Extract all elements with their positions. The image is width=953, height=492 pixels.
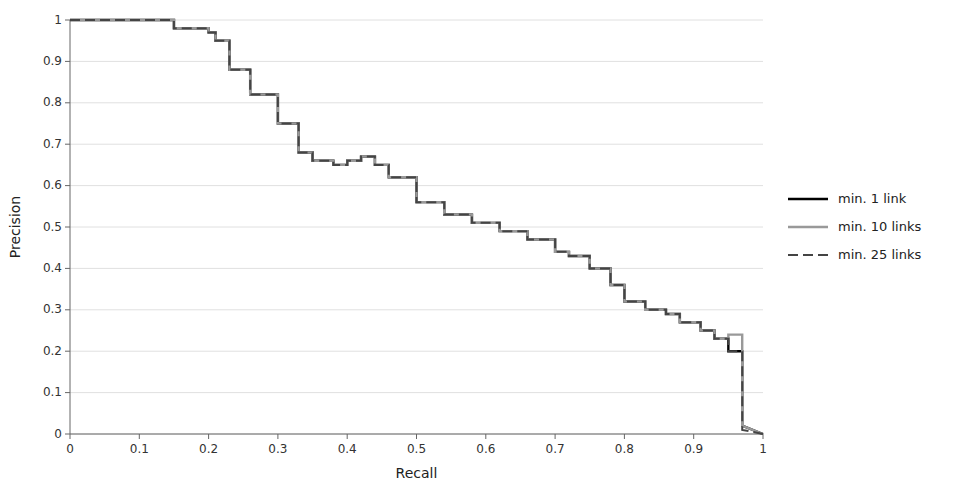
grid-line (70, 144, 763, 145)
series-line (70, 20, 763, 434)
grid-line (70, 392, 763, 393)
tick-mark (65, 309, 70, 310)
legend-label: min. 25 links (838, 247, 921, 262)
tick-label: 0 (66, 442, 74, 456)
grid-line (70, 61, 763, 62)
chart: 00.10.20.30.40.50.60.70.80.9100.10.20.30… (0, 0, 953, 492)
tick-label: 0.2 (43, 344, 62, 358)
tick-mark (65, 351, 70, 352)
tick-label: 0 (54, 427, 62, 441)
x-axis-line (70, 434, 763, 435)
legend: min. 1 link min. 10 links min. 25 links (788, 191, 921, 262)
tick-label: 0.2 (199, 442, 218, 456)
plot-area (70, 20, 763, 434)
tick-label: 0.7 (43, 137, 62, 151)
series-line (70, 20, 763, 434)
grid-line (70, 268, 763, 269)
tick-mark (347, 434, 348, 439)
tick-label: 0.4 (338, 442, 357, 456)
tick-label: 1 (54, 13, 62, 27)
legend-swatch (788, 198, 828, 200)
x-axis-title: Recall (396, 465, 438, 481)
tick-label: 0.9 (684, 442, 703, 456)
tick-label: 0.8 (43, 95, 62, 109)
x-axis: 0 0.1 0.2 0.3 0.4 0.5 0.6 0.7 0.8 0.9 1 (66, 434, 767, 456)
tick-label: 0.1 (130, 442, 149, 456)
tick-mark (416, 434, 417, 439)
tick-mark (65, 392, 70, 393)
tick-mark (555, 434, 556, 439)
tick-label: 0.1 (43, 385, 62, 399)
legend-label: min. 10 links (838, 219, 921, 234)
y-axis-title: Precision (7, 196, 23, 258)
tick-label: 0.9 (43, 54, 62, 68)
series-line (70, 20, 763, 434)
tick-mark (65, 102, 70, 103)
tick-mark (624, 434, 625, 439)
tick-mark (485, 434, 486, 439)
tick-mark (70, 434, 71, 439)
y-axis: 0 0.1 0.2 0.3 0.4 0.5 0.6 0.7 0.8 0.9 1 (43, 13, 763, 441)
legend-swatch (788, 226, 828, 228)
tick-mark (65, 20, 70, 21)
tick-mark (65, 61, 70, 62)
grid-line (70, 434, 763, 435)
tick-label: 0.3 (268, 442, 287, 456)
tick-mark (65, 227, 70, 228)
legend-swatch (788, 254, 828, 256)
tick-label: 0.6 (43, 178, 62, 192)
tick-label: 0.4 (43, 261, 62, 275)
tick-mark (277, 434, 278, 439)
tick-label: 0.8 (615, 442, 634, 456)
legend-label: min. 1 link (838, 191, 907, 206)
tick-mark (139, 434, 140, 439)
tick-mark (693, 434, 694, 439)
tick-label: 0.3 (43, 302, 62, 316)
tick-mark (65, 185, 70, 186)
tick-mark (65, 144, 70, 145)
tick-label: 0.5 (407, 442, 426, 456)
y-axis-line (70, 20, 71, 434)
tick-label: 0.6 (476, 442, 495, 456)
tick-label: 0.7 (546, 442, 565, 456)
tick-mark (65, 268, 70, 269)
tick-label: 1 (759, 442, 767, 456)
grid-line (70, 102, 763, 103)
tick-label: 0.5 (43, 220, 62, 234)
tick-mark (208, 434, 209, 439)
grid-line (70, 227, 763, 228)
grid-line (70, 351, 763, 352)
tick-mark (65, 434, 70, 435)
